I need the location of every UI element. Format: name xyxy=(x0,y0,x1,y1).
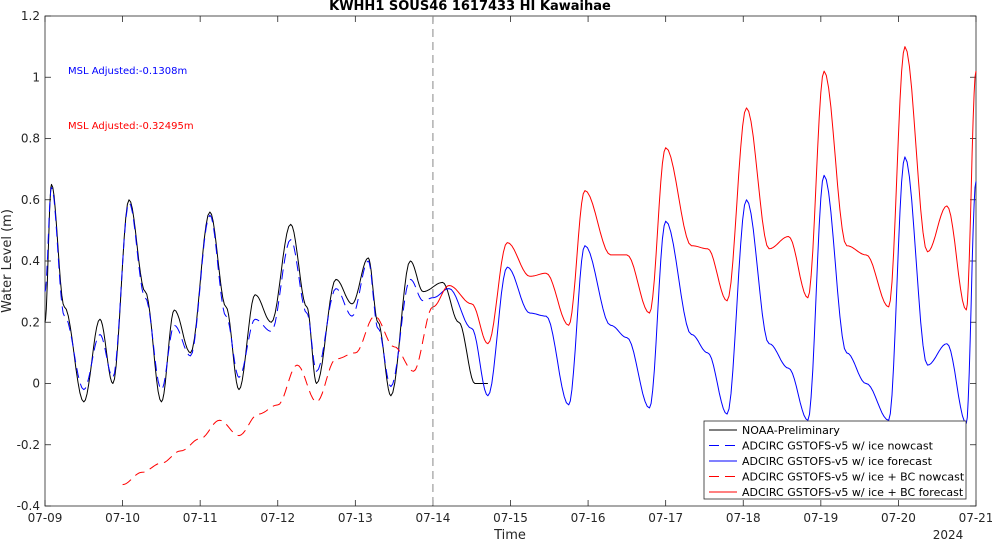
x-tick-label: 07-19 xyxy=(803,511,838,525)
y-tick-label: 0.2 xyxy=(21,315,40,329)
axis-ticks: 07-09 07-10 07-11 07-12 07-13 07-14 07-15 07-16… xyxy=(17,9,992,525)
x-tick-label: 07-10 xyxy=(105,511,140,525)
year-label: 2024 xyxy=(933,528,964,541)
y-tick-label: 0.6 xyxy=(21,193,40,207)
series-line-adcirc-gstofs-v5-w-ice-bc-nowcast xyxy=(122,306,434,486)
x-tick-label: 07-16 xyxy=(571,511,606,525)
x-tick-label: 07-09 xyxy=(28,511,63,525)
series-line-adcirc-gstofs-v5-w-ice-nowcast xyxy=(44,187,433,391)
x-tick-label: 07-18 xyxy=(726,511,761,525)
x-tick-label: 07-12 xyxy=(260,511,295,525)
y-tick-label: 0.8 xyxy=(21,132,40,146)
y-tick-label: 1 xyxy=(32,70,40,84)
y-tick-label: -0.2 xyxy=(17,438,40,452)
x-tick-label: 07-11 xyxy=(183,511,218,525)
series-line-adcirc-gstofs-v5-w-ice-bc-forecast xyxy=(432,46,977,345)
legend-entry: ADCIRC GSTOFS-v5 w/ ice + BC nowcast xyxy=(742,471,965,484)
x-tick-label: 07-14 xyxy=(415,511,450,525)
series-layer xyxy=(44,46,977,486)
x-axis-title: Time xyxy=(493,528,526,541)
x-tick-label: 07-21 xyxy=(959,511,992,525)
legend-entry: ADCIRC GSTOFS-v5 w/ ice forecast xyxy=(742,455,933,468)
chart-title: KWHH1 SOUS46 1617433 HI Kawaihae xyxy=(329,0,611,14)
y-tick-label: 0.4 xyxy=(21,254,40,268)
series-line-noaa-preliminary xyxy=(44,183,488,403)
legend-entry: NOAA-Preliminary xyxy=(742,424,840,437)
msl-annotation-red: MSL Adjusted:-0.32495m xyxy=(68,121,194,132)
series-line-adcirc-gstofs-v5-w-ice-forecast xyxy=(432,156,977,424)
legend: NOAA-Preliminary ADCIRC GSTOFS-v5 w/ ice … xyxy=(703,420,967,500)
y-tick-label: -0.4 xyxy=(17,499,40,513)
x-tick-label: 07-13 xyxy=(338,511,373,525)
x-tick-label: 07-20 xyxy=(881,511,916,525)
legend-entry: ADCIRC GSTOFS-v5 w/ ice nowcast xyxy=(742,440,934,453)
x-tick-label: 07-15 xyxy=(493,511,528,525)
y-axis-title: Water Level (m) xyxy=(0,209,15,313)
msl-annotation-blue: MSL Adjusted:-0.1308m xyxy=(68,66,187,77)
legend-entry: ADCIRC GSTOFS-v5 w/ ice + BC forecast xyxy=(742,486,964,499)
legend-box xyxy=(703,420,967,500)
x-tick-label: 07-17 xyxy=(648,511,683,525)
y-tick-label: 0 xyxy=(32,377,40,391)
y-tick-label: 1.2 xyxy=(21,9,40,23)
